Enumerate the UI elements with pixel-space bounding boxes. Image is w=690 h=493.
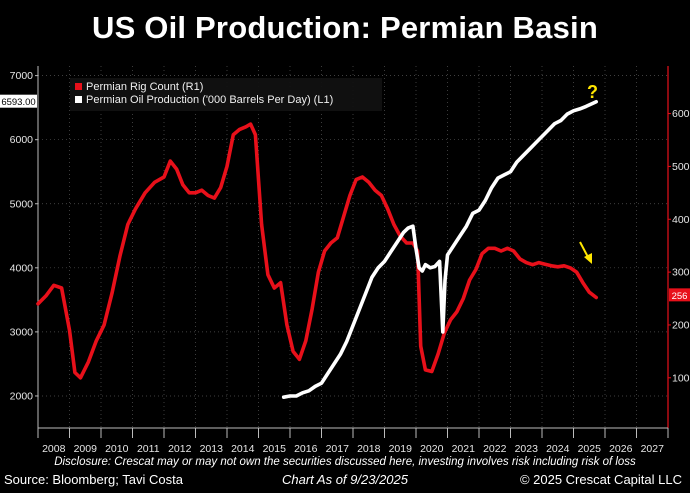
left-last-value-tag — [0, 94, 37, 108]
right-last-value: 256 — [672, 291, 688, 302]
x-tick-label: 2018 — [357, 443, 381, 455]
x-tick-label: 2019 — [389, 443, 413, 455]
down-arrow-head — [584, 253, 592, 264]
source-text: Source: Bloomberg; Tavi Costa — [4, 472, 183, 487]
disclosure-text: Disclosure: Crescat may or may not own t… — [54, 456, 636, 468]
legend-box — [70, 78, 382, 111]
x-tick-label: 2010 — [105, 443, 129, 455]
x-tick-label: 2015 — [263, 443, 287, 455]
series-layer — [36, 99, 599, 400]
x-tick-label: 2017 — [326, 443, 350, 455]
left-tick-label: 4000 — [10, 262, 34, 274]
x-tick-label: 2020 — [420, 443, 444, 455]
copyright-text: © 2025 Crescat Capital LLC — [519, 472, 682, 487]
x-tick-label: 2013 — [200, 443, 224, 455]
x-tick-label: 2014 — [231, 443, 255, 455]
x-tick-label: 2008 — [42, 443, 66, 455]
legend: Permian Rig Count (R1)Permian Oil Produc… — [70, 78, 382, 111]
x-tick-label: 2022 — [483, 443, 507, 455]
right-last-value-tag — [669, 288, 690, 302]
annotations: ? — [579, 82, 598, 264]
legend-swatch — [75, 83, 82, 90]
gridlines — [37, 66, 668, 428]
right-tick-label: 200 — [672, 319, 690, 331]
x-tick-label: 2026 — [609, 443, 633, 455]
chart-date-text: Chart As of 9/23/2025 — [282, 472, 408, 487]
x-tick-label: 2024 — [546, 443, 570, 455]
left-tick-label: 7000 — [10, 70, 34, 82]
x-tick-label: 2027 — [641, 443, 665, 455]
x-tick-label: 2016 — [294, 443, 318, 455]
oil-production-line — [281, 99, 599, 400]
left-tick-label: 3000 — [10, 326, 34, 338]
rig-count-line — [36, 122, 599, 380]
left-tick-label: 5000 — [10, 198, 34, 210]
legend-label: Permian Rig Count (R1) — [86, 81, 203, 93]
question-mark-annotation: ? — [587, 82, 598, 102]
x-tick-label: 2025 — [578, 443, 602, 455]
x-tick-label: 2023 — [515, 443, 539, 455]
legend-swatch — [75, 96, 82, 103]
left-tick-label: 2000 — [10, 390, 34, 402]
right-tick-label: 500 — [672, 161, 690, 173]
x-tick-label: 2011 — [137, 443, 160, 455]
x-tick-label: 2021 — [452, 443, 476, 455]
chart-title: US Oil Production: Permian Basin — [92, 10, 598, 45]
right-tick-label: 400 — [672, 214, 690, 226]
right-tick-label: 100 — [672, 372, 690, 384]
legend-label: Permian Oil Production ('000 Barrels Per… — [86, 94, 333, 106]
x-tick-label: 2012 — [168, 443, 192, 455]
right-axis: 100 200 300 400 500 600 256 — [667, 66, 690, 428]
left-tick-label: 6000 — [10, 134, 34, 146]
right-tick-label: 600 — [672, 108, 690, 120]
left-axis: 2000 3000 4000 5000 6000 7000 6593.00 — [0, 66, 39, 428]
x-tick-label: 2009 — [74, 443, 98, 455]
left-last-value: 6593.00 — [1, 97, 35, 108]
right-tick-label: 300 — [672, 267, 690, 279]
x-axis: 2008 2009 2010 2011 2012 2013 2014 2015 2016 2017… — [37, 427, 669, 455]
